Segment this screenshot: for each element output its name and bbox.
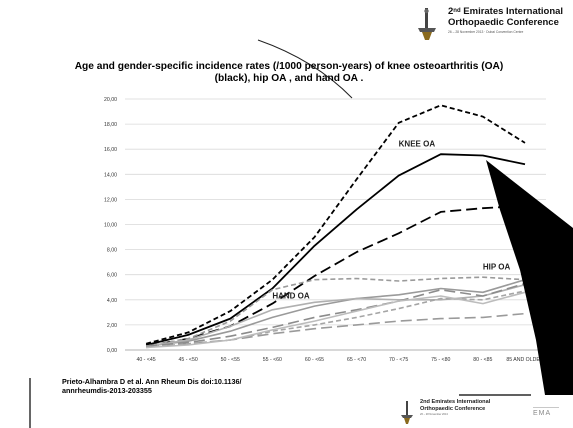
- annotation-label: HIP OA: [483, 263, 511, 272]
- y-tick-label: 2,00: [107, 323, 117, 329]
- y-tick-label: 0,00: [107, 348, 117, 354]
- x-tick-label: 40 - <45: [136, 357, 155, 363]
- conference-details: 26 – 28 November 2013 · Dubai Convention…: [448, 30, 524, 34]
- x-tick-label: 70 - <75: [389, 357, 408, 363]
- x-tick-label: 80 - <85: [473, 357, 492, 363]
- x-tick-label: 65 - <70: [347, 357, 366, 363]
- conference-title: 2nd Emirates International Orthopaedic C…: [448, 6, 573, 28]
- footer-conference-title: 2nd Emirates International Orthopaedic C…: [420, 399, 490, 413]
- footer-title-line2: Orthopaedic Conference: [420, 406, 486, 412]
- annotation-label: KNEE OA: [399, 140, 436, 149]
- citation-line1: Prieto-Alhambra D et al. Ann Rheum Dis d…: [62, 377, 242, 386]
- citation: Prieto-Alhambra D et al. Ann Rheum Dis d…: [62, 377, 241, 395]
- annotation-label: HAND OA: [272, 292, 310, 301]
- y-tick-label: 12,00: [104, 197, 117, 203]
- x-tick-label: 55 - <60: [263, 357, 282, 363]
- y-tick-label: 10,00: [104, 223, 117, 229]
- series-line-hand-9: [146, 291, 526, 349]
- x-tick-label: 85 AND OLDER: [506, 357, 543, 363]
- series-line-hip-4: [146, 278, 526, 347]
- footer-logo-icon: [401, 401, 413, 424]
- y-tick-label: 20,00: [104, 97, 117, 103]
- y-tick-label: 18,00: [104, 122, 117, 128]
- chart-title: Age and gender-specific incidence rates …: [15, 61, 563, 85]
- chart-title-line1: Age and gender-specific incidence rates …: [74, 61, 504, 72]
- conference-title-line1: Emirates International: [463, 6, 564, 17]
- x-tick-label: 45 - <50: [179, 357, 198, 363]
- ema-logo-bar: [533, 407, 559, 409]
- x-tick-label: 75 - <80: [431, 357, 450, 363]
- y-tick-label: 14,00: [104, 172, 117, 178]
- chart-title-line2: (black), hip OA , and hand OA .: [214, 73, 364, 84]
- decorative-arc: [257, 39, 353, 99]
- x-tick-label: 50 - <55: [221, 357, 240, 363]
- y-tick-label: 4,00: [107, 298, 117, 304]
- y-tick-label: 6,00: [107, 273, 117, 279]
- y-tick-label: 16,00: [104, 147, 117, 153]
- y-tick-label: 8,00: [107, 248, 117, 254]
- series-line-hip-3: [145, 276, 526, 347]
- conference-title-line2: Orthopaedic Conference: [448, 17, 559, 28]
- conference-ordinal: 2nd: [448, 6, 461, 17]
- footer-title-line1: 2nd Emirates International: [420, 399, 491, 405]
- conference-logo-icon: [418, 8, 436, 40]
- footer-conference-details: 26 – 28 November 2013: [420, 413, 448, 416]
- series-line-hand-7: [146, 282, 526, 347]
- series-line-knee-1: [145, 153, 526, 346]
- citation-line2: annrheumdis-2013-203355: [62, 386, 152, 395]
- ema-logo: EMA: [533, 410, 552, 417]
- decorative-black-wedge: [486, 160, 573, 395]
- series-line-knee-0: [145, 104, 526, 345]
- x-tick-label: 60 - <65: [305, 357, 324, 363]
- series-line-hand-6: [145, 283, 526, 347]
